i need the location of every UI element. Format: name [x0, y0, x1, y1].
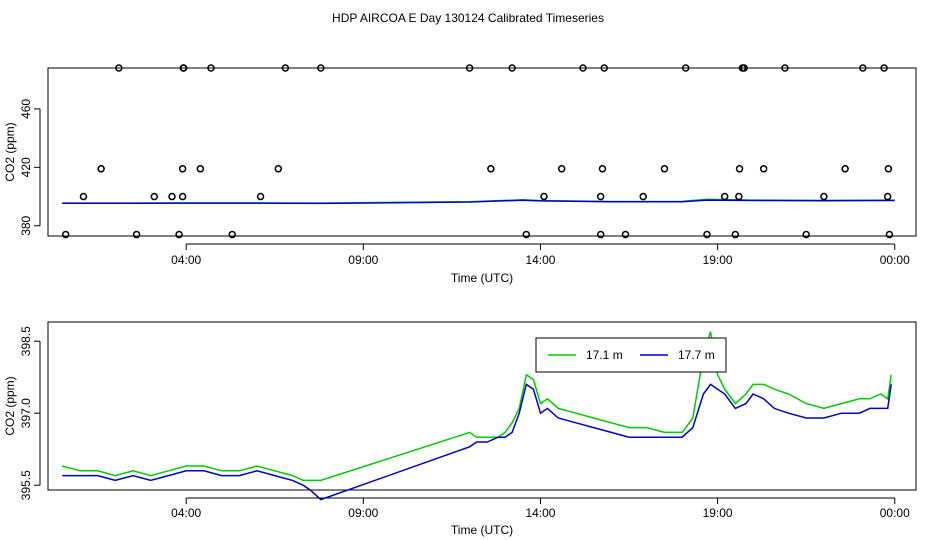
- y-axis: 395.5 397.0 398.5 CO2 (ppm): [3, 326, 41, 500]
- data-point: [735, 165, 744, 173]
- x-axis: 04:00 09:00 14:00 19:00 00:00 Time (UTC): [171, 243, 910, 285]
- data-point: [61, 230, 70, 239]
- data-point: [178, 192, 187, 201]
- data-point: [703, 230, 711, 239]
- bottom-panel: 04:00 09:00 14:00 19:00 00:00 Time (UTC) 395.5…: [3, 321, 917, 537]
- legend-label: 17.1 m: [586, 348, 623, 362]
- x-axis-label: Time (UTC): [451, 523, 513, 537]
- data-point: [317, 64, 325, 72]
- data-point: [731, 230, 740, 239]
- x-tick-label: 19:00: [703, 506, 733, 520]
- legend-label: 17.7 m: [678, 348, 715, 362]
- data-point: [132, 230, 141, 239]
- data-point: [735, 192, 743, 201]
- x-tick-label: 00:00: [880, 506, 910, 520]
- x-tick-label: 00:00: [880, 253, 910, 267]
- y-tick-label: 397.0: [19, 398, 33, 428]
- y-tick-label: 420: [19, 157, 33, 177]
- x-tick-label: 09:00: [348, 253, 378, 267]
- data-point: [178, 165, 187, 173]
- data-point: [256, 192, 265, 201]
- y-tick-label: 395.5: [19, 470, 33, 500]
- plot-frame: [47, 321, 917, 491]
- data-point: [228, 230, 236, 239]
- data-point: [175, 230, 183, 239]
- data-point: [196, 165, 205, 173]
- data-point: [274, 165, 283, 173]
- x-axis-label: Time (UTC): [451, 271, 513, 285]
- data-point: [883, 192, 892, 201]
- data-point: [598, 165, 607, 173]
- data-point: [97, 165, 105, 173]
- x-tick-label: 19:00: [703, 253, 733, 267]
- series-line-17-7-m: [62, 383, 892, 501]
- y-tick-label: 380: [19, 215, 33, 235]
- chart-title: HDP AIRCOA E Day 130124 Calibrated Times…: [332, 11, 604, 25]
- data-point: [600, 64, 608, 72]
- data-point: [150, 192, 159, 201]
- data-point: [859, 64, 867, 72]
- data-point: [660, 165, 669, 173]
- data-point: [820, 192, 828, 201]
- data-point: [168, 192, 176, 201]
- data-point: [885, 230, 894, 239]
- data-point: [720, 192, 729, 201]
- data-point: [596, 192, 605, 201]
- data-point: [740, 64, 748, 72]
- data-point: [487, 165, 495, 173]
- data-point: [596, 230, 605, 239]
- data-point: [802, 230, 810, 239]
- data-point: [621, 230, 630, 239]
- data-point: [79, 192, 88, 201]
- data-point: [179, 64, 188, 72]
- data-point: [880, 64, 888, 72]
- data-point: [781, 64, 789, 72]
- data-point: [884, 165, 893, 173]
- x-tick-label: 14:00: [525, 506, 555, 520]
- data-point: [207, 64, 215, 72]
- data-point: [579, 64, 587, 72]
- top-panel: 04:00 09:00 14:00 19:00 00:00 Time (UTC) 380 42…: [3, 64, 917, 285]
- data-point: [522, 230, 531, 239]
- data-point: [841, 165, 849, 173]
- series-line-1: [62, 199, 895, 205]
- data-point: [681, 64, 690, 72]
- x-tick-label: 04:00: [171, 506, 201, 520]
- x-tick-label: 04:00: [171, 253, 201, 267]
- y-axis-label: CO2 (ppm): [3, 376, 17, 435]
- data-point: [759, 165, 768, 173]
- x-tick-label: 09:00: [348, 506, 378, 520]
- data-point: [639, 192, 647, 201]
- y-tick-label: 460: [19, 99, 33, 119]
- x-axis: 04:00 09:00 14:00 19:00 00:00 Time (UTC): [171, 497, 910, 537]
- y-axis-label: CO2 (ppm): [3, 122, 17, 181]
- data-point: [508, 64, 516, 72]
- data-point: [465, 64, 474, 72]
- data-point: [281, 64, 290, 72]
- data-point: [540, 192, 548, 201]
- data-point: [557, 165, 566, 173]
- x-tick-label: 14:00: [525, 253, 555, 267]
- y-tick-label: 398.5: [19, 326, 33, 356]
- legend: 17.1 m 17.7 m: [535, 337, 727, 373]
- data-point: [115, 64, 123, 72]
- plot-frame: [47, 67, 917, 237]
- series-line-17-1-m: [62, 331, 892, 482]
